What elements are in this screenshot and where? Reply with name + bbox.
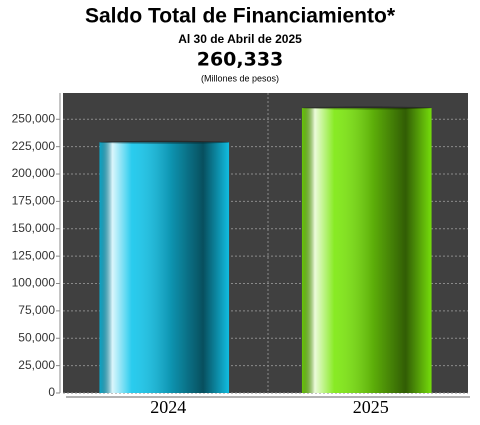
y-tick-label: 125,000 bbox=[12, 248, 56, 262]
y-tick-label: 200,000 bbox=[12, 166, 56, 180]
y-tick-label: 25,000 bbox=[18, 358, 55, 372]
total: 260,333 bbox=[197, 49, 284, 71]
y-tick-label: 175,000 bbox=[12, 194, 56, 208]
x-tick-label: 2024 bbox=[150, 397, 186, 417]
y-tick-label: 100,000 bbox=[12, 276, 56, 290]
bar-cap bbox=[301, 106, 432, 110]
x-tick-label: 2025 bbox=[353, 397, 389, 417]
y-tick-label: 225,000 bbox=[12, 139, 56, 153]
y-tick-label: 250,000 bbox=[12, 111, 56, 125]
subtitle: Al 30 de Abril de 2025 bbox=[178, 32, 302, 46]
y-tick-label: 150,000 bbox=[12, 221, 56, 235]
bar-shading bbox=[301, 107, 432, 393]
y-tick-label: 75,000 bbox=[18, 303, 55, 317]
unit-note: (Millones de pesos) bbox=[201, 73, 279, 83]
bar-cap bbox=[99, 140, 230, 144]
y-tick-label: 0 bbox=[48, 385, 55, 399]
y-tick-label: 50,000 bbox=[18, 330, 55, 344]
bar-shading bbox=[99, 142, 230, 393]
chart-title: Saldo Total de Financiamiento* bbox=[85, 5, 396, 28]
